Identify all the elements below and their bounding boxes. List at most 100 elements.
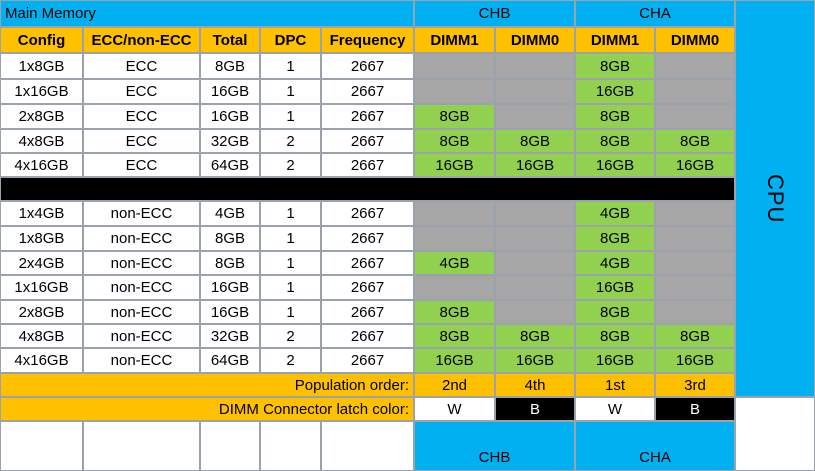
total-cell: 64GB — [200, 348, 260, 373]
population-order-value: 2nd — [414, 373, 495, 397]
header-frequency: Frequency — [321, 27, 414, 53]
section-divider — [0, 177, 735, 201]
cha-header: CHA — [575, 0, 735, 27]
config-cell: 1x4GB — [0, 201, 83, 226]
header-chb-dimm0: DIMM0 — [495, 27, 575, 53]
cha-dimm0-slot: 16GB — [655, 348, 735, 373]
chb-dimm1-slot: 8GB — [414, 300, 495, 324]
ecc-cell: ECC — [83, 79, 200, 104]
cha-dimm1-slot: 8GB — [575, 129, 655, 153]
cha-dimm1-slot: 16GB — [575, 153, 655, 177]
cha-dimm0-slot — [655, 275, 735, 300]
config-cell: 1x16GB — [0, 275, 83, 300]
main-memory-title: Main Memory — [0, 0, 414, 27]
chb-dimm0-slot — [495, 251, 575, 275]
total-cell: 16GB — [200, 300, 260, 324]
empty-cell — [0, 421, 83, 471]
chb-footer: CHB — [414, 421, 575, 471]
chb-dimm1-slot: 16GB — [414, 348, 495, 373]
cha-dimm0-slot — [655, 201, 735, 226]
frequency-cell: 2667 — [321, 201, 414, 226]
dpc-cell: 1 — [260, 275, 321, 300]
total-cell: 16GB — [200, 79, 260, 104]
dpc-cell: 1 — [260, 226, 321, 251]
dpc-cell: 1 — [260, 300, 321, 324]
header-cha-dimm1: DIMM1 — [575, 27, 655, 53]
chb-dimm0-slot — [495, 226, 575, 251]
dpc-cell: 2 — [260, 153, 321, 177]
cha-dimm1-slot: 16GB — [575, 79, 655, 104]
ecc-cell: ECC — [83, 153, 200, 177]
cha-footer: CHA — [575, 421, 735, 471]
chb-dimm0-slot — [495, 275, 575, 300]
dpc-cell: 1 — [260, 251, 321, 275]
frequency-cell: 2667 — [321, 129, 414, 153]
frequency-cell: 2667 — [321, 104, 414, 129]
latch-color-value: W — [414, 397, 495, 421]
chb-dimm1-slot: 16GB — [414, 153, 495, 177]
total-cell: 64GB — [200, 153, 260, 177]
chb-dimm0-slot — [495, 79, 575, 104]
total-cell: 16GB — [200, 104, 260, 129]
frequency-cell: 2667 — [321, 153, 414, 177]
cha-dimm0-slot: 8GB — [655, 324, 735, 348]
ecc-cell: non-ECC — [83, 300, 200, 324]
config-cell: 2x8GB — [0, 300, 83, 324]
dpc-cell: 1 — [260, 53, 321, 79]
cha-dimm0-slot — [655, 226, 735, 251]
ecc-cell: ECC — [83, 104, 200, 129]
cpu-block: CPU — [735, 0, 815, 397]
chb-dimm1-slot: 8GB — [414, 324, 495, 348]
chb-dimm1-slot: 4GB — [414, 251, 495, 275]
header-chb-dimm1: DIMM1 — [414, 27, 495, 53]
frequency-cell: 2667 — [321, 324, 414, 348]
frequency-cell: 2667 — [321, 275, 414, 300]
ecc-cell: ECC — [83, 53, 200, 79]
cha-dimm0-slot — [655, 53, 735, 79]
latch-color-value: B — [495, 397, 575, 421]
ecc-cell: non-ECC — [83, 324, 200, 348]
config-cell: 4x8GB — [0, 129, 83, 153]
cha-dimm1-slot: 8GB — [575, 300, 655, 324]
population-order-value: 3rd — [655, 373, 735, 397]
ecc-cell: non-ECC — [83, 348, 200, 373]
total-cell: 32GB — [200, 129, 260, 153]
total-cell: 8GB — [200, 53, 260, 79]
header-ecc: ECC/non-ECC — [83, 27, 200, 53]
total-cell: 8GB — [200, 226, 260, 251]
cha-dimm1-slot: 8GB — [575, 226, 655, 251]
cha-dimm1-slot: 16GB — [575, 275, 655, 300]
config-cell: 2x8GB — [0, 104, 83, 129]
population-order-value: 1st — [575, 373, 655, 397]
chb-dimm1-slot — [414, 201, 495, 226]
chb-dimm0-slot — [495, 300, 575, 324]
total-cell: 16GB — [200, 275, 260, 300]
config-cell: 1x8GB — [0, 226, 83, 251]
chb-dimm0-slot — [495, 201, 575, 226]
cha-dimm1-slot: 16GB — [575, 348, 655, 373]
cha-dimm0-slot — [655, 300, 735, 324]
frequency-cell: 2667 — [321, 226, 414, 251]
chb-dimm1-slot — [414, 79, 495, 104]
ecc-cell: non-ECC — [83, 275, 200, 300]
chb-dimm0-slot — [495, 53, 575, 79]
chb-dimm1-slot — [414, 226, 495, 251]
frequency-cell: 2667 — [321, 53, 414, 79]
dpc-cell: 2 — [260, 348, 321, 373]
frequency-cell: 2667 — [321, 348, 414, 373]
chb-dimm1-slot — [414, 275, 495, 300]
latch-color-value: B — [655, 397, 735, 421]
latch-color-value: W — [575, 397, 655, 421]
chb-dimm1-slot: 8GB — [414, 129, 495, 153]
cha-dimm1-slot: 8GB — [575, 324, 655, 348]
cha-dimm1-slot: 8GB — [575, 53, 655, 79]
chb-dimm0-slot: 8GB — [495, 324, 575, 348]
ecc-cell: non-ECC — [83, 226, 200, 251]
chb-dimm1-slot — [414, 53, 495, 79]
cha-dimm1-slot: 4GB — [575, 251, 655, 275]
cha-dimm0-slot: 8GB — [655, 129, 735, 153]
config-cell: 1x16GB — [0, 79, 83, 104]
chb-dimm1-slot: 8GB — [414, 104, 495, 129]
cha-dimm0-slot — [655, 79, 735, 104]
